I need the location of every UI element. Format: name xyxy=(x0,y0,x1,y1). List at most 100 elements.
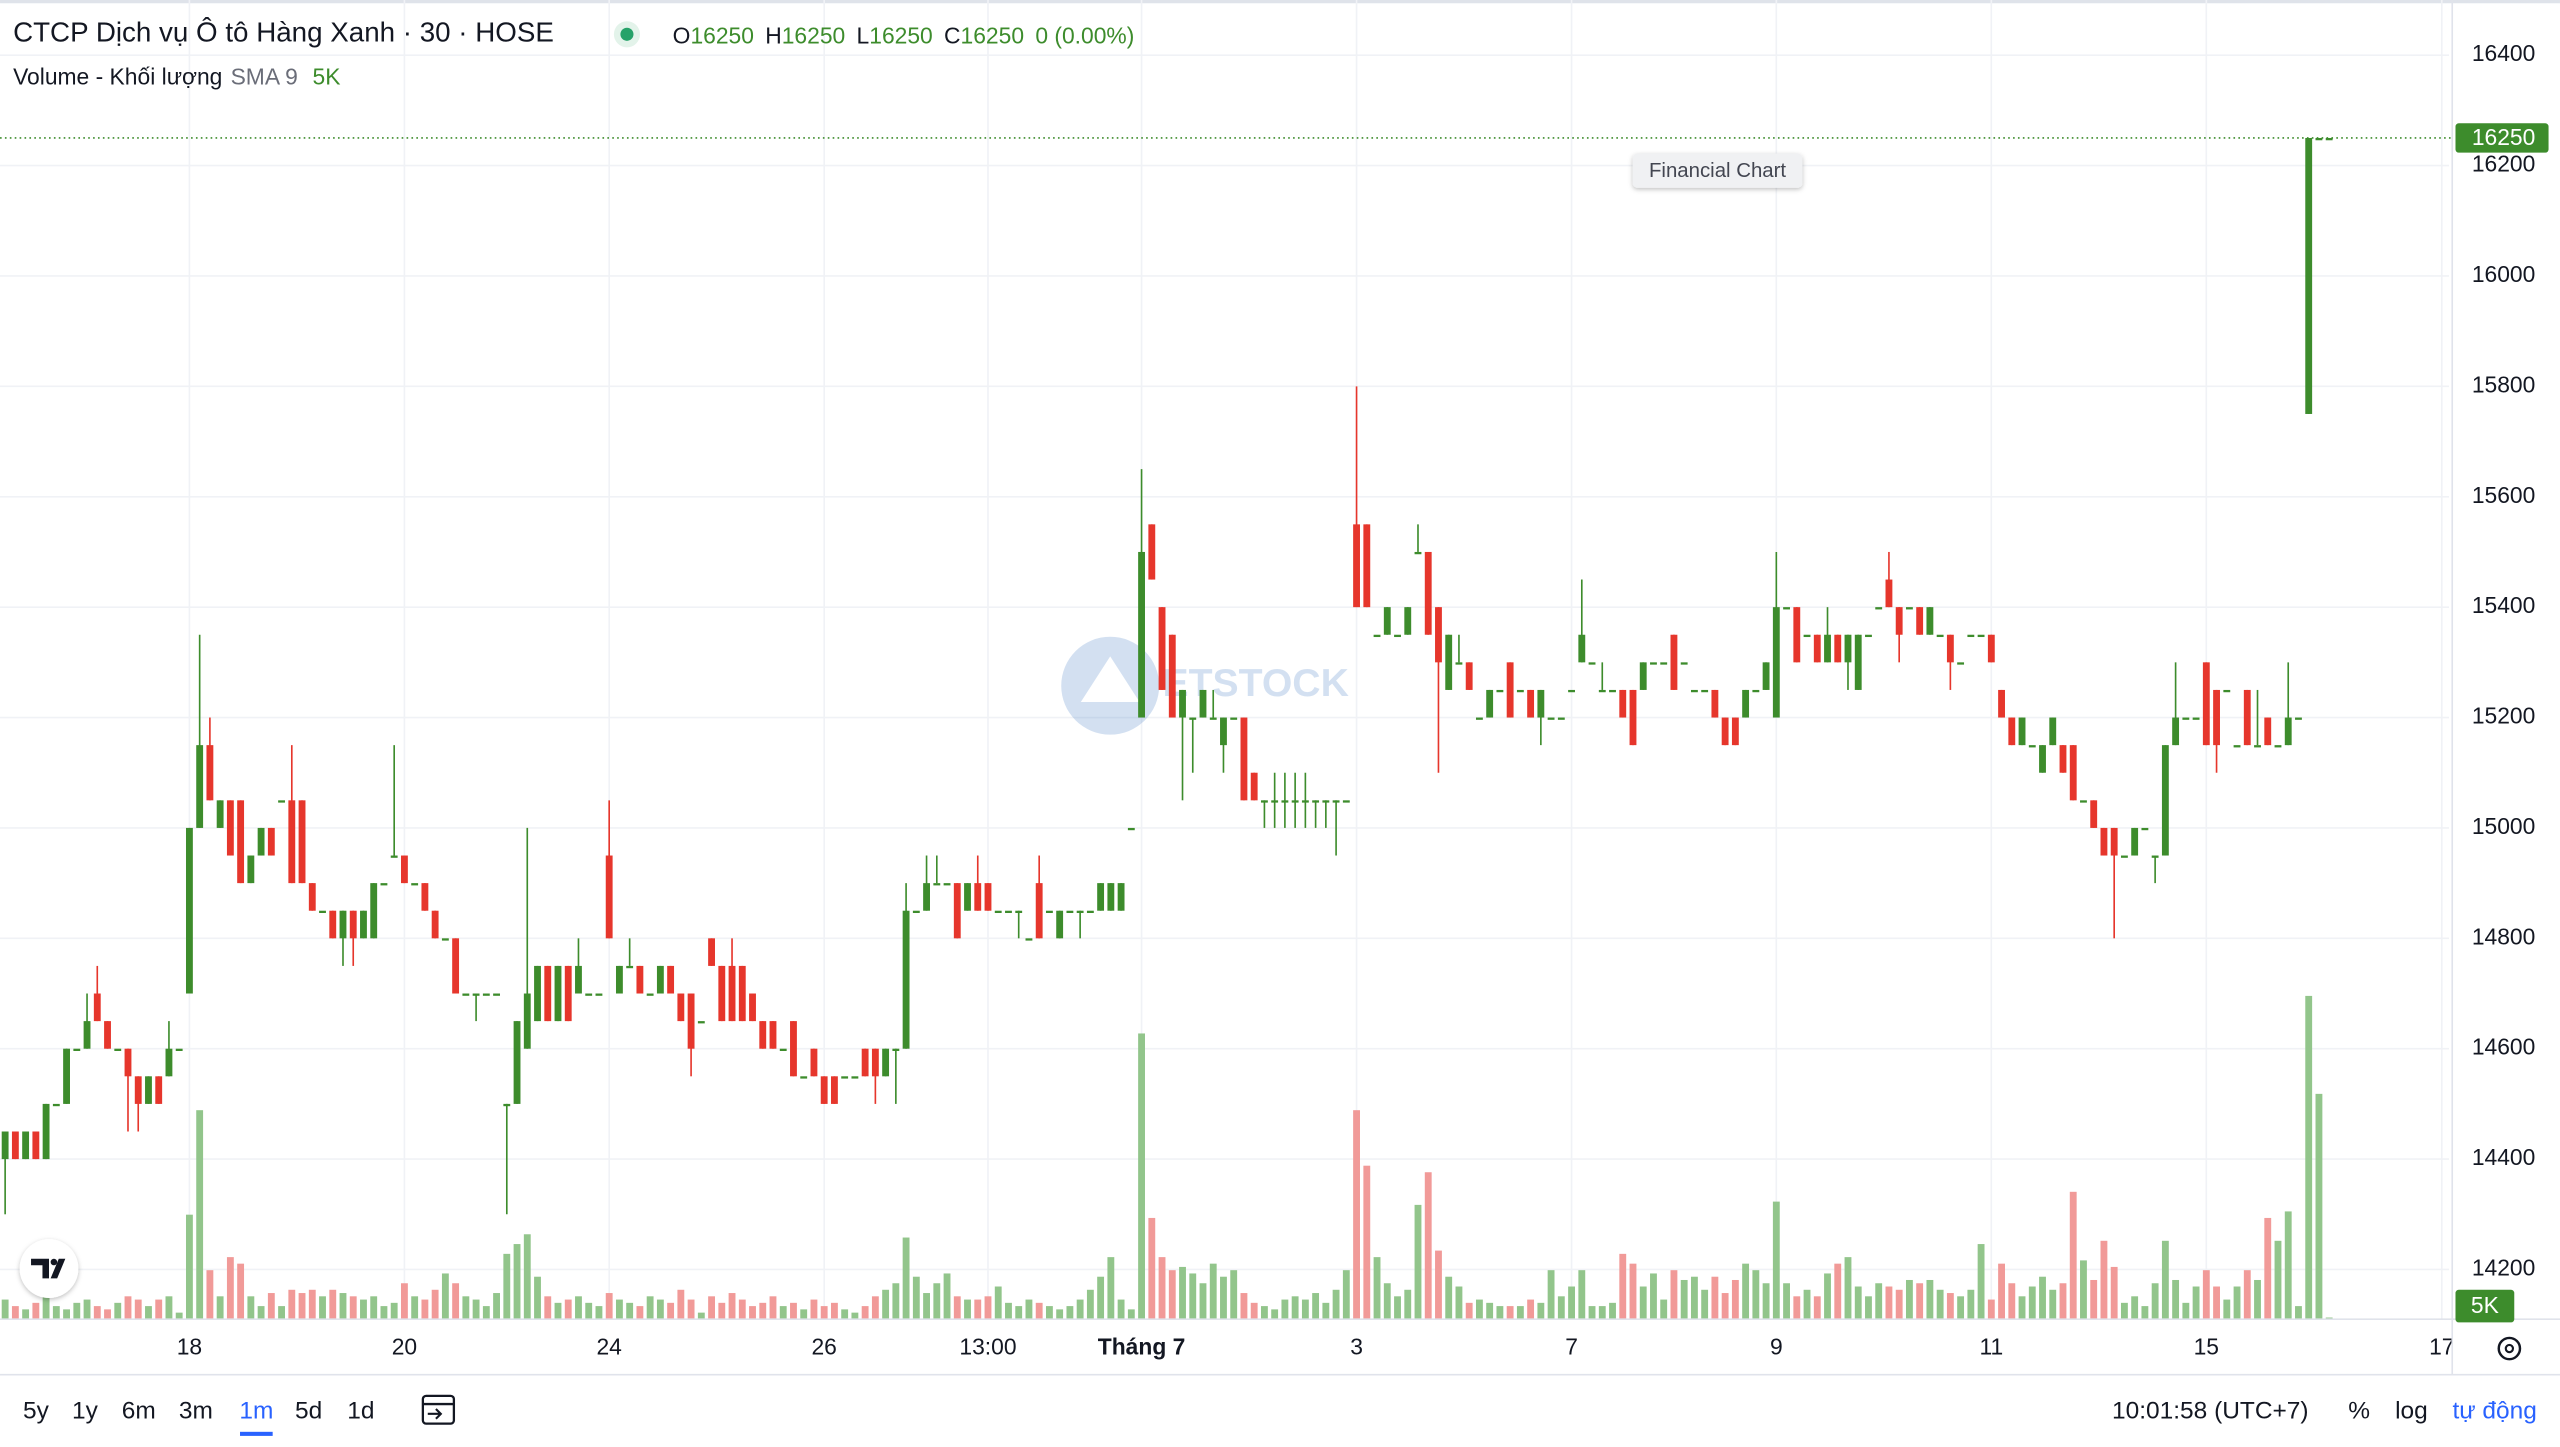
x-tick-label: 15 xyxy=(2194,1334,2219,1360)
candle-body xyxy=(1199,689,1207,718)
range-button[interactable]: 5y xyxy=(23,1398,50,1425)
volume-bar xyxy=(1189,1273,1197,1320)
volume-bar xyxy=(2213,1286,2220,1320)
range-button[interactable]: 3m xyxy=(179,1398,213,1425)
range-button[interactable]: 6m xyxy=(122,1398,156,1425)
volume-bar xyxy=(104,1309,111,1320)
candle-body xyxy=(2172,717,2180,746)
volume-bar xyxy=(1148,1217,1156,1320)
calendar-icon[interactable] xyxy=(421,1394,456,1425)
status-dot xyxy=(620,27,634,41)
candle-body xyxy=(42,1103,50,1160)
scale-option[interactable]: log xyxy=(2395,1398,2428,1425)
volume-bar xyxy=(1005,1302,1012,1320)
candle-body xyxy=(185,827,193,994)
range-button[interactable]: 5d xyxy=(295,1398,322,1425)
tradingview-logo[interactable] xyxy=(19,1239,79,1298)
candle-body xyxy=(2233,745,2241,748)
candle-body xyxy=(646,993,654,996)
candle-body xyxy=(1803,634,1811,638)
scale-option[interactable]: % xyxy=(2348,1398,2370,1425)
volume-bar xyxy=(1752,1270,1760,1320)
candle-body xyxy=(1598,689,1606,693)
candle-body xyxy=(1844,634,1852,663)
range-button[interactable]: 1y xyxy=(72,1398,99,1425)
date-range-button[interactable] xyxy=(421,1394,456,1425)
volume-bar xyxy=(1834,1263,1842,1320)
volume-bar xyxy=(871,1296,879,1320)
volume-bar xyxy=(1854,1286,1862,1320)
candle-body xyxy=(534,965,541,1022)
volume-bar xyxy=(1527,1299,1535,1320)
ohlc-value: 16250 xyxy=(869,23,933,49)
candle-body xyxy=(687,993,695,1049)
candle-body xyxy=(953,883,961,939)
scale-option[interactable]: tự động xyxy=(2452,1398,2536,1425)
candle-body xyxy=(749,993,756,1022)
candle-body xyxy=(2192,717,2200,720)
candle-body xyxy=(1424,551,1432,635)
candle-body xyxy=(575,965,582,994)
candle-body xyxy=(165,1048,173,1077)
candle-body xyxy=(1301,800,1309,803)
volume-bar xyxy=(1844,1257,1852,1320)
y-tick-label: 16000 xyxy=(2472,261,2536,287)
candle-body xyxy=(1557,717,1565,720)
range-button[interactable]: 1d xyxy=(347,1398,374,1425)
volume-bar xyxy=(882,1289,890,1320)
volume-bar xyxy=(1660,1299,1668,1320)
candle-body xyxy=(1506,662,1514,718)
candle-body xyxy=(871,1048,879,1077)
volume-legend-last: 5K xyxy=(313,63,341,89)
candle-body xyxy=(1936,634,1944,638)
x-tick-label: 13:00 xyxy=(959,1334,1016,1360)
volume-bar xyxy=(1680,1279,1688,1320)
candle-body xyxy=(104,1021,111,1049)
volume-bar xyxy=(1281,1299,1289,1320)
candle-body xyxy=(1957,662,1965,665)
volume-bar xyxy=(1035,1302,1043,1320)
volume-bar xyxy=(134,1299,142,1320)
candle-body xyxy=(1690,689,1698,693)
volume-bar xyxy=(52,1306,60,1320)
candle-body xyxy=(1158,607,1166,690)
last-price-label: 16250 xyxy=(2472,124,2536,150)
settings-button[interactable] xyxy=(2497,1336,2522,1361)
candle-body xyxy=(800,1076,808,1079)
volume-bar xyxy=(1291,1296,1299,1320)
candle-body xyxy=(2325,137,2333,141)
watermark-text: ETSTOCK xyxy=(1162,662,1348,705)
range-button[interactable]: 1m xyxy=(239,1398,273,1425)
volume-bar xyxy=(185,1214,193,1320)
candle-body xyxy=(2223,689,2231,693)
candle-body xyxy=(1793,607,1801,663)
volume-bar xyxy=(1260,1306,1268,1320)
volume-bar xyxy=(1220,1276,1227,1320)
gear[interactable] xyxy=(2497,1336,2522,1361)
candle-body xyxy=(206,745,214,801)
candle-body xyxy=(1076,910,1084,914)
candle-body xyxy=(2305,137,2313,414)
candle-body xyxy=(830,1076,838,1104)
volume-bar xyxy=(923,1293,930,1320)
candle-body xyxy=(2100,827,2108,856)
candle-body xyxy=(1414,551,1422,555)
candle-body xyxy=(718,965,726,1022)
candle-body xyxy=(1660,662,1668,665)
candle-body xyxy=(360,910,367,939)
x-tick-label: 3 xyxy=(1350,1334,1363,1360)
volume-bar xyxy=(452,1283,460,1320)
volume-bar xyxy=(2315,1093,2323,1320)
volume-bar xyxy=(1711,1276,1719,1320)
volume-bar xyxy=(1926,1279,1934,1320)
volume-bar xyxy=(1445,1276,1453,1320)
candle-body xyxy=(1916,607,1924,635)
volume-bar xyxy=(1301,1299,1309,1320)
volume-bar xyxy=(1865,1296,1872,1320)
volume-bar xyxy=(1045,1306,1053,1320)
volume-bar xyxy=(687,1299,695,1320)
volume-bar xyxy=(656,1299,664,1320)
volume-bar xyxy=(63,1309,70,1320)
volume-bar xyxy=(1824,1273,1831,1320)
candle-body xyxy=(2028,745,2036,748)
